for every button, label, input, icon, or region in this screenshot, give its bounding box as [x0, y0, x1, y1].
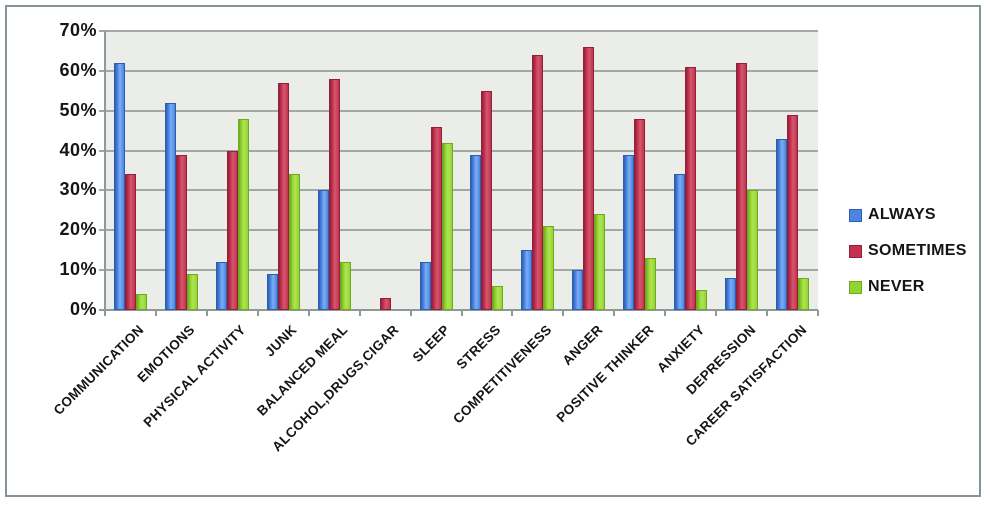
legend-swatch-icon: [849, 208, 862, 222]
bar: [226, 150, 238, 310]
bar: [572, 270, 584, 310]
legend-label: NEVER: [868, 278, 925, 295]
bar: [419, 262, 431, 310]
legend-swatch-icon: [849, 280, 862, 294]
legend-swatch-icon: [849, 244, 862, 258]
y-axis-line: [104, 31, 106, 316]
legend-label: ALWAYS: [868, 206, 936, 223]
bar: [186, 274, 198, 310]
legend-item: ALWAYS: [849, 206, 967, 224]
x-axis-tick: [766, 310, 769, 316]
bar: [543, 226, 555, 310]
gridline: [99, 229, 818, 232]
bar: [481, 90, 493, 310]
x-axis-tick: [358, 310, 361, 316]
bar: [747, 190, 759, 310]
bar: [492, 286, 504, 310]
bar: [623, 154, 635, 310]
legend-label: SOMETIMES: [868, 242, 967, 259]
bar: [288, 174, 300, 310]
gridline: [99, 69, 818, 72]
bar: [798, 278, 810, 310]
bar: [266, 274, 278, 310]
x-axis-tick: [715, 310, 718, 316]
gridline: [99, 269, 818, 272]
x-axis-tick: [104, 310, 106, 316]
bar: [237, 118, 249, 310]
bar: [634, 118, 646, 310]
gridline: [99, 189, 818, 192]
y-tick-label: 0%: [69, 299, 97, 319]
x-axis-tick: [460, 310, 463, 316]
x-axis-tick: [307, 310, 310, 316]
gridline: [99, 109, 818, 112]
y-tick-label: 10%: [59, 259, 97, 280]
bar: [164, 102, 176, 310]
bar: [521, 250, 533, 310]
y-tick-label: 40%: [59, 139, 97, 160]
bar: [674, 174, 686, 310]
bar: [379, 298, 391, 310]
bar: [787, 114, 799, 310]
bar: [583, 46, 595, 310]
bar: [594, 214, 606, 310]
bar: [135, 294, 147, 310]
bar: [317, 190, 329, 310]
bar: [441, 142, 453, 310]
bar: [339, 262, 351, 310]
x-axis-tick: [613, 310, 616, 316]
x-axis-tick: [664, 310, 667, 316]
x-axis-tick: [205, 310, 208, 316]
bar: [215, 262, 227, 310]
bar: [736, 62, 748, 310]
bar: [645, 258, 657, 310]
bar: [328, 78, 340, 310]
bar: [696, 290, 708, 310]
y-tick-label: 70%: [59, 20, 97, 40]
bar: [124, 174, 136, 310]
y-tick-label: 50%: [59, 99, 97, 120]
x-axis-tick: [511, 310, 514, 316]
plot-area: [105, 31, 818, 310]
bar: [175, 154, 187, 310]
bar: [685, 66, 697, 310]
chart-legend: ALWAYS SOMETIMES NEVER: [849, 206, 967, 314]
x-axis-tick: [154, 310, 157, 316]
x-axis-line: [99, 309, 818, 311]
bar: [277, 82, 289, 310]
y-tick-label: 60%: [59, 59, 97, 80]
legend-item: SOMETIMES: [849, 242, 967, 260]
y-tick-label: 20%: [59, 219, 97, 240]
legend-item: NEVER: [849, 278, 967, 296]
x-axis-tick: [817, 310, 819, 316]
bar: [430, 126, 442, 310]
bar: [776, 138, 788, 310]
gridline: [99, 149, 818, 152]
bar: [725, 278, 737, 310]
bar: [532, 54, 544, 310]
x-axis-tick: [562, 310, 565, 316]
bar: [113, 62, 125, 310]
gridline: [99, 30, 818, 32]
y-tick-label: 30%: [59, 179, 97, 200]
x-axis-tick: [409, 310, 412, 316]
x-axis-tick: [256, 310, 259, 316]
bar: [470, 154, 482, 310]
